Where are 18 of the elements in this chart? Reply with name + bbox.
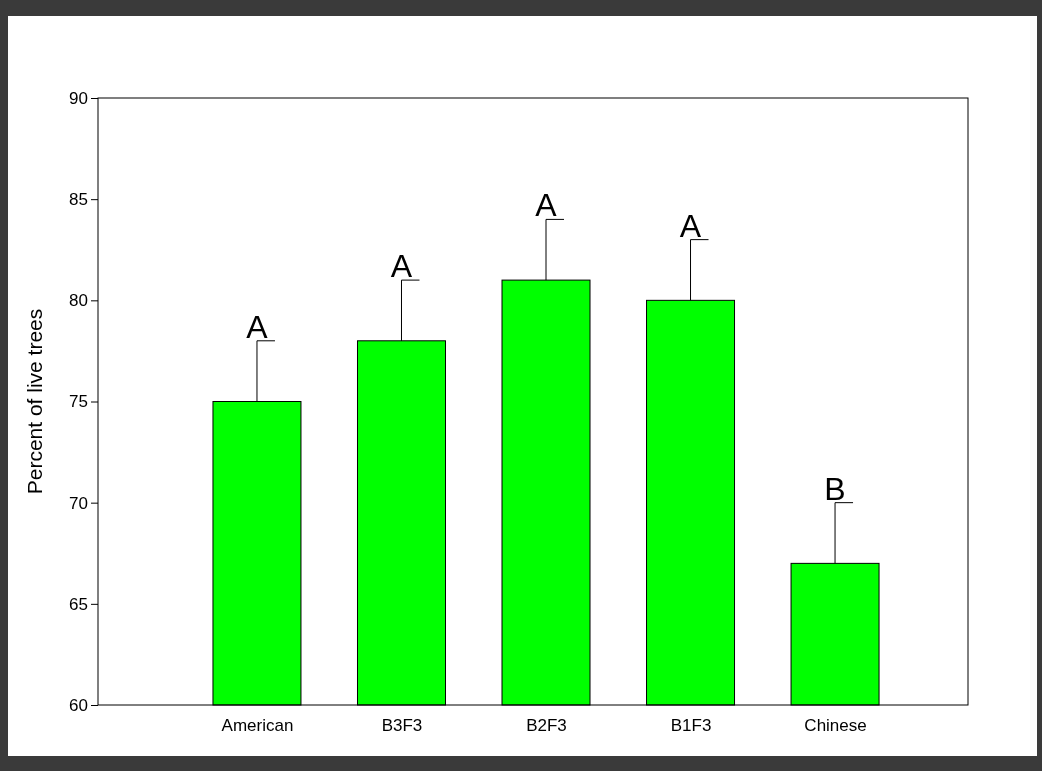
y-tick-label: 75: [69, 392, 88, 412]
x-tick-label: Chinese: [804, 716, 867, 736]
y-tick-label: 60: [69, 695, 88, 715]
annotation: A: [679, 207, 702, 244]
y-tick-label: 85: [69, 190, 88, 210]
y-tick-label: 65: [69, 594, 88, 614]
annotation: B: [824, 470, 846, 507]
annotation: A: [535, 187, 558, 224]
x-tick-label: American: [221, 716, 294, 736]
x-tick-label: B2F3: [526, 716, 567, 736]
x-tick-label: B3F3: [381, 716, 423, 736]
y-tick-label: 80: [69, 291, 88, 311]
y-axis-title: Percent of live trees: [23, 308, 46, 495]
x-tick-label: B1F3: [670, 716, 712, 736]
annotation: A: [390, 248, 413, 285]
annotation: A: [246, 308, 269, 345]
y-tick-label: 90: [69, 88, 88, 108]
y-tick-label: 70: [69, 493, 88, 513]
